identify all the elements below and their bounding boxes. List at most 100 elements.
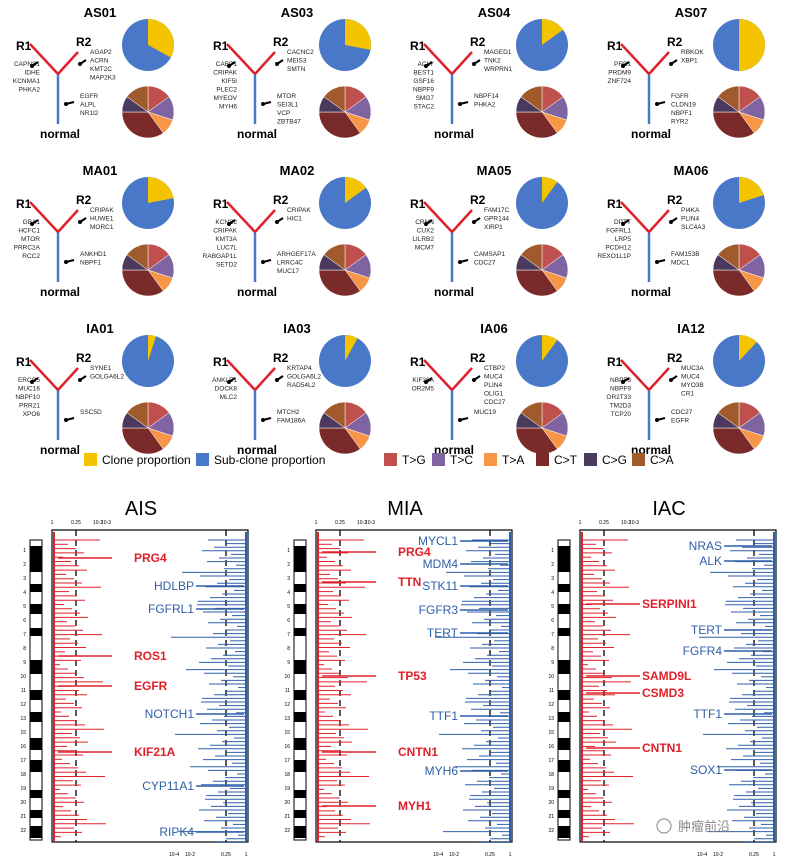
gene-label: ERCC5 xyxy=(18,377,40,384)
plot-frame xyxy=(579,529,777,843)
clone-pie-clone xyxy=(542,177,558,203)
mutation-slice xyxy=(121,427,164,455)
red-gene-label: TP53 xyxy=(398,669,427,683)
ideogram-band xyxy=(558,604,570,614)
axis-tick: 10-2 xyxy=(93,520,103,526)
chromosome-label: 15 xyxy=(284,730,290,736)
ideogram-band xyxy=(558,738,570,750)
ideogram-band xyxy=(294,810,306,818)
r2-label: R2 xyxy=(273,193,289,207)
gene-label: NBPF14 xyxy=(474,93,499,100)
normal-label: normal xyxy=(237,127,277,141)
r1-branch xyxy=(423,201,453,233)
chromosome-label: 3 xyxy=(287,576,290,582)
gene-label: GOLGA6L2 xyxy=(90,374,124,381)
r2-label: R2 xyxy=(76,35,92,49)
arrow-head xyxy=(669,378,673,382)
gene-label: ANKHD1 xyxy=(80,251,107,258)
gene-label: LRRC4C xyxy=(277,260,303,267)
ideogram-band xyxy=(294,584,306,592)
r1-branch xyxy=(226,43,256,75)
arrow-head xyxy=(472,378,476,382)
arrow-head xyxy=(458,418,462,422)
gene-label: LUC7L xyxy=(217,245,238,252)
mutation-slice xyxy=(126,243,149,271)
chromosome-label: 9 xyxy=(551,660,554,666)
tree-panel-MA01: MA01R1R2normalGBA1HCFC1MTORPRRC2ARCC2CRI… xyxy=(14,163,175,299)
r1-label: R1 xyxy=(16,355,32,369)
legend-label: T>G xyxy=(402,453,426,467)
axis-tick: 0.25 xyxy=(221,852,231,858)
gene-label: RYR2 xyxy=(671,119,689,126)
chromosome-label: 19 xyxy=(20,786,26,792)
r1-label: R1 xyxy=(410,355,426,369)
chromosome-label: 21 xyxy=(284,814,290,820)
axis-tick: 0.25 xyxy=(485,852,495,858)
ideogram-band xyxy=(558,628,570,636)
gene-label: CTBP2 xyxy=(484,365,505,372)
gene-label: LILRB2 xyxy=(412,236,434,243)
gene-label: CLDN19 xyxy=(671,102,696,109)
axis-tick: 10-4 xyxy=(169,852,179,858)
legend-label: C>G xyxy=(602,453,627,467)
ideogram-band xyxy=(30,810,42,818)
watermark: 肿瘤前沿 xyxy=(678,819,730,834)
r1-label: R1 xyxy=(607,39,623,53)
normal-label: normal xyxy=(237,443,277,457)
chromosome-label: 11 xyxy=(549,688,554,694)
gene-label: CAPNS1 xyxy=(14,61,40,68)
blue-gene-label: HDLBP xyxy=(154,579,194,593)
ideogram-band xyxy=(294,790,306,798)
r1-branch xyxy=(620,201,650,233)
gene-label: CRIPAK xyxy=(287,207,311,214)
ideogram-band xyxy=(558,584,570,592)
chromosome-label: 2 xyxy=(287,562,290,568)
gene-label: HUWE1 xyxy=(90,216,114,223)
mutation-slice xyxy=(712,269,755,297)
arrow-head xyxy=(275,378,279,382)
axis-tick: 1 xyxy=(509,852,512,858)
gene-label: PRR21 xyxy=(19,403,40,410)
arrow-head xyxy=(30,380,34,384)
chromosome-label: 2 xyxy=(551,562,554,568)
ideogram-band xyxy=(558,690,570,700)
normal-label: normal xyxy=(237,285,277,299)
gene-label: ZBTB47 xyxy=(277,119,301,126)
chromosome-label: 11 xyxy=(21,688,26,694)
mutation-slice xyxy=(520,85,543,113)
chromosome-label: 13 xyxy=(284,716,290,722)
ideogram-band xyxy=(30,604,42,614)
blue-gene-label: TERT xyxy=(691,623,723,637)
gene-label: MUC4 xyxy=(681,374,700,381)
mutation-slice xyxy=(717,243,740,271)
gene-label: DOCK8 xyxy=(215,386,238,393)
gene-label: TNK2 xyxy=(484,58,501,65)
mutation-slice xyxy=(712,111,755,139)
chromosome-label: 1 xyxy=(551,548,554,554)
blue-gene-label: TTF1 xyxy=(429,709,458,723)
arrow-head xyxy=(227,380,231,384)
blue-gene-label: MYCL1 xyxy=(418,534,458,548)
gene-label: RABGAP1L xyxy=(203,253,238,260)
r2-branch xyxy=(648,209,670,233)
arrow-head xyxy=(621,222,625,226)
r2-branch xyxy=(57,367,79,391)
axis-tick: 1 xyxy=(245,852,248,858)
mutation-slice xyxy=(712,427,755,455)
gene-label: CACNC2 xyxy=(287,49,314,56)
r1-branch xyxy=(423,43,453,75)
mutation-slice xyxy=(515,427,558,455)
legend-label: T>C xyxy=(450,453,473,467)
chromosome-label: 16 xyxy=(20,744,26,750)
r1-branch xyxy=(226,359,256,391)
mutation-slice xyxy=(520,401,543,429)
normal-label: normal xyxy=(40,443,80,457)
chromosome-label: 7 xyxy=(287,632,290,638)
normal-label: normal xyxy=(434,285,474,299)
gene-label: MORC1 xyxy=(90,224,114,231)
mutation-slice xyxy=(515,111,558,139)
axis-tick: 1 xyxy=(773,852,776,858)
panel-title: AIS xyxy=(125,498,157,520)
arrow-head xyxy=(669,62,673,66)
